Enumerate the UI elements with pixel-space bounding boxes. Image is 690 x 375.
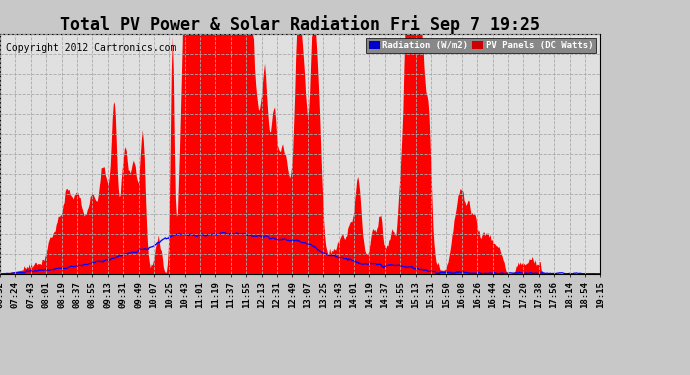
- Title: Total PV Power & Solar Radiation Fri Sep 7 19:25: Total PV Power & Solar Radiation Fri Sep…: [60, 15, 540, 34]
- Text: Copyright 2012 Cartronics.com: Copyright 2012 Cartronics.com: [6, 44, 177, 53]
- Legend: Radiation (W/m2), PV Panels (DC Watts): Radiation (W/m2), PV Panels (DC Watts): [366, 38, 595, 53]
